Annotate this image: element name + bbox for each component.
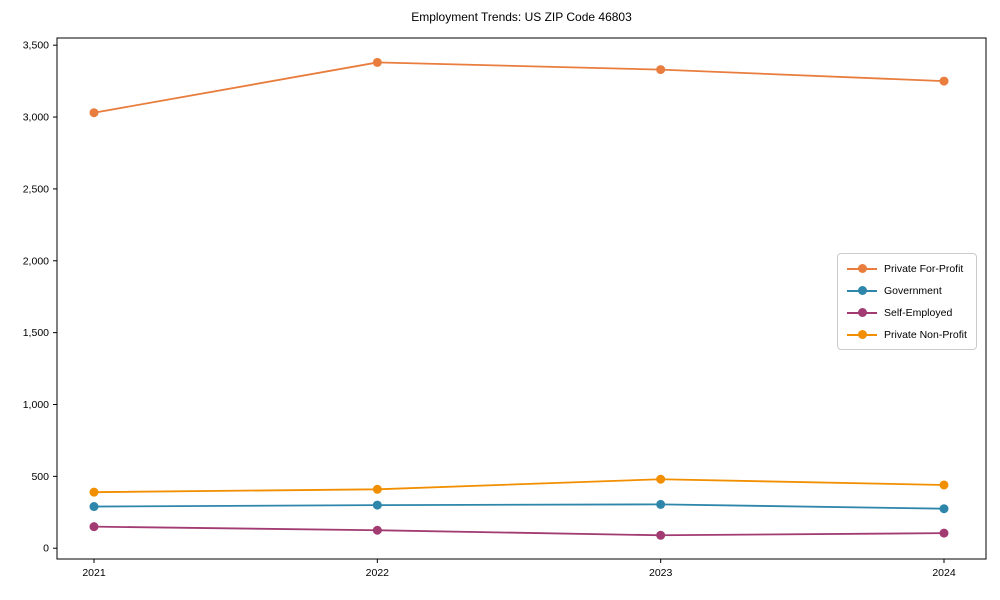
data-point-private-for-profit — [939, 76, 949, 86]
legend-marker-icon — [847, 307, 877, 318]
data-point-private-for-profit — [372, 57, 382, 67]
data-point-private-for-profit — [656, 65, 666, 75]
legend-label: Private For-Profit — [884, 262, 964, 275]
data-point-government — [372, 500, 382, 510]
data-point-self-employed — [372, 525, 382, 535]
data-point-government — [939, 504, 949, 514]
data-point-private-for-profit — [89, 108, 99, 118]
x-tick-label: 2022 — [366, 567, 390, 579]
legend-label: Private Non-Profit — [884, 328, 967, 341]
series-line-private-for-profit — [93, 61, 945, 114]
y-tick-label: 3,000 — [23, 112, 49, 124]
legend-label: Government — [884, 284, 942, 297]
legend-marker-icon — [847, 329, 877, 340]
series-line-private-non-profit — [93, 478, 945, 494]
x-tick-label: 2021 — [82, 567, 106, 579]
legend: Private For-Profit Government Self-Employe… — [837, 253, 977, 350]
y-tick-label: 0 — [43, 543, 49, 555]
y-tick-label: 2,500 — [23, 183, 49, 195]
data-point-private-non-profit — [89, 487, 99, 497]
data-point-private-non-profit — [372, 484, 382, 494]
data-point-government — [656, 499, 666, 509]
legend-entry-self-employed: Self-Employed — [847, 305, 967, 320]
legend-entry-private-for-profit: Private For-Profit — [847, 261, 967, 276]
data-point-self-employed — [656, 530, 666, 540]
y-tick-label: 2,000 — [23, 255, 49, 267]
data-point-self-employed — [939, 528, 949, 538]
data-point-self-employed — [89, 522, 99, 532]
legend-entry-government: Government — [847, 283, 967, 298]
series-line-self-employed — [93, 525, 945, 537]
y-tick-label: 1,500 — [23, 327, 49, 339]
y-tick-label: 1,000 — [23, 399, 49, 411]
legend-label: Self-Employed — [884, 306, 953, 319]
legend-entry-private-non-profit: Private Non-Profit — [847, 327, 967, 342]
legend-marker-icon — [847, 285, 877, 296]
data-point-private-non-profit — [656, 474, 666, 484]
y-tick-label: 500 — [31, 471, 49, 483]
x-tick-label: 2024 — [932, 567, 956, 579]
legend-marker-icon — [847, 263, 877, 274]
x-tick-label: 2023 — [649, 567, 673, 579]
series-line-government — [93, 503, 945, 510]
data-point-government — [89, 502, 99, 512]
y-tick-label: 3,500 — [23, 40, 49, 52]
chart-title: Employment Trends: US ZIP Code 46803 — [411, 10, 632, 24]
data-point-private-non-profit — [939, 480, 949, 490]
axes-box — [56, 37, 987, 560]
